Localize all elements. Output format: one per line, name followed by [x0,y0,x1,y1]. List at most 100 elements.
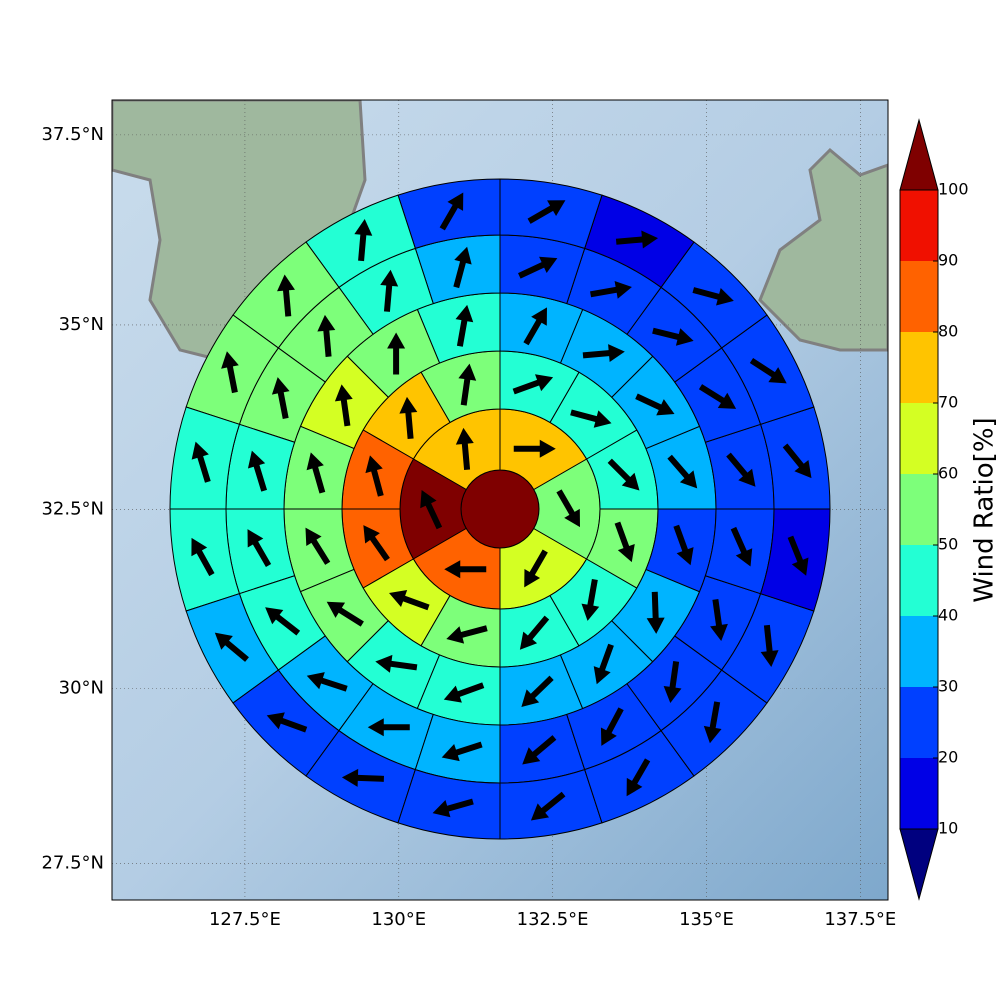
wind-arrow [582,344,625,363]
y-tick-label: 35°N [59,314,104,335]
wind-arrow [556,489,580,528]
wind-arrow [306,452,326,494]
wind-arrow [530,791,566,821]
colorbar-level [900,616,938,687]
colorbar-label: Wind Ratio[%] [970,417,1000,602]
y-tick-label: 32.5°N [41,498,104,519]
x-tick-label: 127.5°E [209,909,281,930]
colorbar-tick-label: 60 [938,464,958,483]
wind-arrow [455,427,474,470]
wind-arrow [652,327,694,346]
axes: 127.5°E 130°E 132.5°E 135°E 137.5°E 27.5°N 30°… [41,124,896,930]
y-tick-label: 30°N [59,678,104,699]
wind-arrow [570,409,612,428]
wind-arrow [191,537,215,577]
colorbar-tick-label: 40 [938,606,958,625]
wind-arrow [787,535,809,576]
colorbar-level [900,403,938,474]
wind-arrow [581,579,600,621]
wind-arrows [191,192,812,821]
wind-arrow [399,396,418,439]
wind-arrow [522,735,557,765]
wind-arrow [646,591,665,634]
x-tick-label: 130°E [371,909,426,930]
wind-arrow [389,590,430,611]
wind-arrow [446,625,488,644]
wind-arrow [277,274,295,317]
wind-arrow [710,599,728,642]
wind-arrow [518,256,558,279]
colorbar-extend-high [899,118,939,191]
y-tick-label: 37.5°N [41,124,104,145]
wind-arrow [521,675,554,707]
wind-arrow [271,377,290,419]
wind-arrow [726,452,756,487]
wind-arrow [317,314,336,357]
wind-arrow [458,363,477,406]
colorbar-level [900,474,938,545]
colorbar-level [900,190,938,261]
colorbar-level [900,261,938,332]
wind-arrow [439,192,464,231]
colorbar-tick-label: 30 [938,677,958,696]
wind-arrow [444,560,487,579]
wind-arrow [420,489,443,530]
wind-arrow [367,718,410,737]
wind-arrow [455,304,474,347]
colorbar: 10 20 30 40 50 60 70 80 90 100 [899,118,969,901]
colorbar-tick-label: 50 [938,535,958,554]
wind-arrow [380,269,399,312]
wind-arrow [667,454,698,489]
colorbar-tick-label: 80 [938,322,958,341]
colorbar-tick-label: 20 [938,748,958,767]
colorbar-frame [899,189,939,830]
wind-arrow [782,443,812,479]
wind-arrow [247,450,268,492]
wind-arrow [265,607,301,636]
wind-arrow [663,661,682,704]
wind-arrow [590,280,632,299]
y-tick-label: 27.5°N [41,852,104,873]
wind-arrow [443,682,485,703]
wind-arrow [749,357,787,384]
wind-arrow [692,287,734,306]
colorbar-tick-label: 100 [938,180,969,199]
wind-arrow [524,549,548,588]
wind-arrow [334,384,353,427]
colorbar-tick-label: 10 [938,819,958,838]
x-tick-label: 132.5°E [517,909,589,930]
wind-arrow [453,246,472,289]
wind-arrow [441,741,483,762]
wind-arrow [341,768,384,787]
wind-arrow [306,672,348,692]
wind-arrow [247,529,272,568]
wind-arrow [698,384,737,409]
wind-arrow [600,707,624,746]
colorbar-level [900,758,938,829]
colorbar-level [900,332,938,403]
wind-arrow [527,200,566,224]
polar-sectors [169,178,831,840]
wind-arrow [760,624,779,667]
wind-arrow [673,524,694,566]
map-frame [111,99,889,901]
wind-arrow [635,393,675,416]
wind-arrow [365,455,384,497]
wind-arrow [305,527,331,565]
wind-arrow [614,521,635,563]
colorbar-level [900,687,938,758]
wind-arrow [432,798,474,818]
wind-arrow [266,712,308,733]
colorbar-level [900,545,938,616]
wind-arrow [513,439,556,458]
x-tick-label: 135°E [679,909,734,930]
wind-arrow [512,374,554,395]
wind-arrow [354,218,373,262]
wind-arrow [387,332,406,375]
wind-arrow [214,632,249,662]
wind-arrow [375,654,418,673]
sector [499,178,603,250]
wind-arrow [615,230,659,249]
wind-arrow [191,441,211,483]
